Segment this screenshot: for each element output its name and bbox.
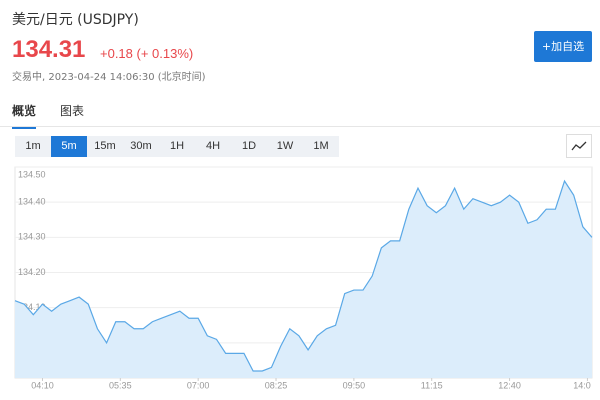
tab[interactable]: 图表: [60, 104, 85, 118]
price-change: +0.18 (+ 0.13%): [100, 46, 194, 61]
line: [14, 179, 593, 372]
y-tick-label: 134.10: [18, 302, 46, 312]
interval-button[interactable]: 5m: [51, 136, 87, 157]
interval-button[interactable]: 30m: [130, 140, 152, 152]
x-tick-label: 09:50: [343, 380, 366, 390]
chart-type-button[interactable]: [566, 134, 592, 158]
x-tick-label: 04:10: [31, 380, 54, 390]
pair-title: 美元/日元 (USDJPY): [12, 12, 139, 28]
y-tick-label: 134.50: [18, 169, 46, 179]
y-tick-label: 134.20: [18, 267, 46, 277]
tabs: 概览 图表: [12, 102, 84, 129]
interval-button[interactable]: 1m: [25, 140, 41, 152]
interval-button[interactable]: 1M: [313, 140, 329, 152]
interval-button[interactable]: 4H: [205, 140, 221, 152]
x-tick-label: 05:35: [109, 380, 132, 390]
y-tick-label: 134.40: [18, 197, 46, 207]
y-tick-label: 134.30: [18, 232, 46, 242]
price: 134.31: [12, 36, 86, 63]
tab[interactable]: 概览: [12, 102, 37, 129]
x-tick-label: 14:0: [573, 380, 591, 390]
status: 交易中, 2023-04-24 14:06:30 (北京时间): [12, 72, 206, 83]
x-tick-label: 11:15: [421, 380, 443, 390]
interval-button[interactable]: 1H: [169, 140, 185, 152]
x-tick-label: 07:00: [187, 380, 210, 390]
x-tick-label: 12:40: [498, 380, 521, 390]
add-watchlist-button[interactable]: +加自选: [534, 31, 592, 62]
interval-selector: 1m 5m 15m 30m 1H 4H 1D 1W 1M: [15, 136, 339, 157]
divider: [0, 126, 600, 127]
interval-button[interactable]: 15m: [94, 140, 116, 152]
interval-button[interactable]: 1D: [241, 140, 257, 152]
chart: 134.00134.10134.20134.30134.40134.5004:1…: [14, 166, 593, 390]
x-tick-label: 08:25: [265, 380, 288, 390]
area: [15, 181, 592, 378]
interval-button[interactable]: 1W: [276, 140, 294, 152]
chart-icon: [571, 141, 587, 151]
